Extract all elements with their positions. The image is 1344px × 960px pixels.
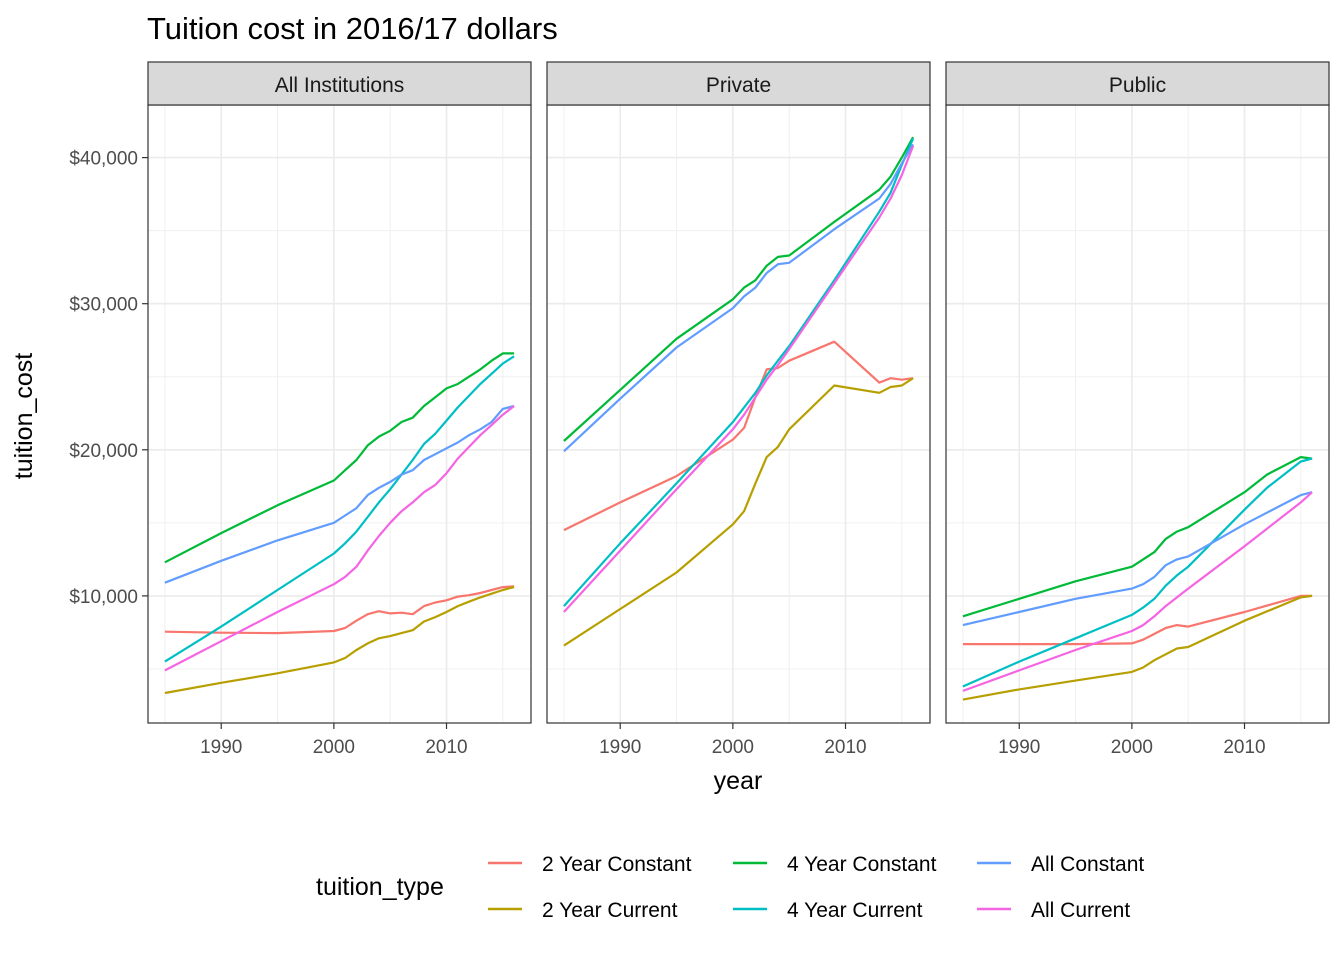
series-line-all-constant bbox=[962, 491, 1313, 627]
series-line-2-year-current bbox=[164, 586, 515, 695]
x-tick-label: 2010 bbox=[824, 737, 866, 758]
y-tick-label: $10,000 bbox=[69, 587, 138, 608]
series-line-2-year-constant bbox=[962, 594, 1313, 646]
x-tick-label: 2010 bbox=[425, 737, 467, 758]
series-line-all-constant bbox=[164, 404, 515, 584]
facet-strip-label: All Institutions bbox=[275, 74, 405, 97]
facet-panel-1: Private 1990 2000 2010 bbox=[546, 61, 931, 758]
series-line-4-year-current bbox=[962, 457, 1313, 688]
facet-strip-label: Public bbox=[1109, 74, 1166, 97]
y-tick-label: $40,000 bbox=[69, 149, 138, 170]
series-line-2-year-current bbox=[962, 594, 1313, 701]
x-tick-label: 1990 bbox=[200, 737, 242, 758]
facet-panel-0: All Institutions 1990 2000 2010 bbox=[147, 61, 532, 758]
series-line-4-year-current bbox=[164, 355, 515, 663]
legend-label: 4 Year Constant bbox=[787, 853, 937, 876]
y-axis-title: tuition_cost bbox=[10, 353, 38, 480]
panel-background bbox=[946, 105, 1329, 723]
series-line-2-year-constant bbox=[164, 585, 515, 635]
facet-panel-2: Public 1990 2000 2010 bbox=[945, 61, 1330, 758]
series-line-all-current bbox=[164, 405, 515, 672]
legend-label: All Constant bbox=[1031, 853, 1144, 876]
series-line-4-year-constant bbox=[164, 352, 515, 564]
x-tick-label: 2000 bbox=[1111, 737, 1153, 758]
legend-label: 2 Year Current bbox=[542, 899, 678, 922]
series-line-2-year-current bbox=[563, 377, 914, 647]
legend-label: All Current bbox=[1031, 899, 1130, 922]
chart-title: Tuition cost in 2016/17 dollars bbox=[147, 11, 558, 46]
x-tick-label: 1990 bbox=[998, 737, 1040, 758]
series-line-all-constant bbox=[563, 143, 915, 453]
legend-label: 2 Year Constant bbox=[542, 853, 692, 876]
y-tick-label: $30,000 bbox=[69, 295, 138, 316]
x-tick-label: 2000 bbox=[313, 737, 355, 758]
x-tick-label: 2010 bbox=[1223, 737, 1265, 758]
facet-strip-label: Private bbox=[706, 74, 771, 97]
x-tick-label: 2000 bbox=[712, 737, 754, 758]
series-line-4-year-constant bbox=[563, 136, 915, 442]
legend-title: tuition_type bbox=[316, 873, 444, 901]
series-line-all-current bbox=[563, 145, 915, 613]
x-axis-title: year bbox=[714, 767, 763, 795]
series-line-4-year-constant bbox=[962, 456, 1313, 618]
facet-panels: All Institutions 1990 2000 2010 Private 1990 2… bbox=[147, 61, 1330, 758]
legend: tuition_type 2 Year Constant 2 Year Curre… bbox=[316, 853, 1144, 922]
y-axis: $10,000 $20,000 $30,000 $40,000 bbox=[69, 149, 148, 608]
facet-strip bbox=[945, 61, 1330, 106]
x-tick-label: 1990 bbox=[599, 737, 641, 758]
panel-background bbox=[148, 105, 531, 723]
series-line-all-current bbox=[962, 491, 1313, 692]
facet-strip bbox=[147, 61, 532, 106]
legend-label: 4 Year Current bbox=[787, 899, 923, 922]
series-line-4-year-current bbox=[563, 138, 915, 607]
y-tick-label: $20,000 bbox=[69, 441, 138, 462]
facet-strip bbox=[546, 61, 931, 106]
